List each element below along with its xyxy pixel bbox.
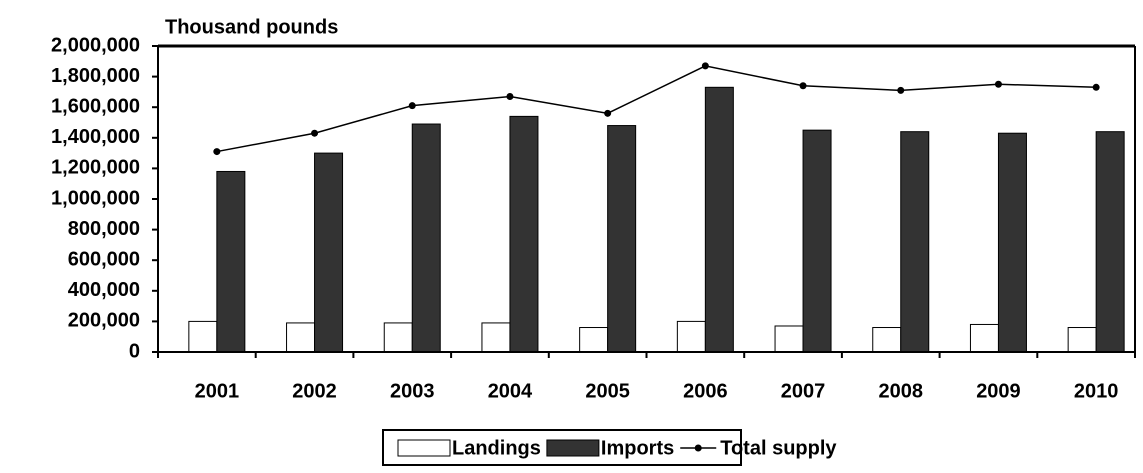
point xyxy=(1092,83,1100,91)
bar xyxy=(286,322,316,353)
bar xyxy=(1095,131,1125,353)
bar xyxy=(481,322,511,353)
x-tick-label: 2009 xyxy=(976,380,1021,402)
bar xyxy=(872,327,902,353)
y-tick-label: 2,000,000 xyxy=(51,34,140,56)
bar xyxy=(900,131,930,353)
bar xyxy=(411,123,441,353)
y-tick-label: 200,000 xyxy=(68,310,140,332)
bar xyxy=(997,132,1027,353)
x-tick-label: 2006 xyxy=(683,380,728,402)
point xyxy=(994,80,1002,88)
bar xyxy=(774,325,804,353)
bar xyxy=(607,125,637,353)
y-tick-label: 1,400,000 xyxy=(51,126,140,148)
x-tick-label: 2010 xyxy=(1074,380,1119,402)
y-tick-label: 600,000 xyxy=(68,248,140,270)
y-tick-label: 1,600,000 xyxy=(51,95,140,117)
point xyxy=(799,82,807,90)
x-tick-label: 2001 xyxy=(195,380,240,402)
point xyxy=(408,102,416,110)
line xyxy=(216,65,1097,153)
x-tick-label: 2002 xyxy=(292,380,337,402)
bar xyxy=(188,320,218,353)
bar xyxy=(383,322,413,353)
bar xyxy=(802,129,832,353)
legend-swatch xyxy=(546,439,600,457)
y-tick-label: 1,200,000 xyxy=(51,157,140,179)
bar xyxy=(509,115,539,353)
legend-label: Imports xyxy=(601,437,674,459)
point xyxy=(897,86,905,94)
legend-swatch xyxy=(397,439,451,457)
bar xyxy=(676,320,706,353)
y-tick-label: 1,800,000 xyxy=(51,65,140,87)
y-tick-label: 0 xyxy=(129,340,140,362)
point xyxy=(311,129,319,137)
point xyxy=(506,92,514,100)
point xyxy=(213,148,221,156)
y-tick-label: 800,000 xyxy=(68,218,140,240)
legend-dot xyxy=(694,444,702,452)
chart-title: Thousand pounds xyxy=(165,16,338,38)
bar xyxy=(704,86,734,353)
bar xyxy=(579,327,609,353)
point xyxy=(604,109,612,117)
x-tick-label: 2007 xyxy=(781,380,826,402)
bar xyxy=(969,323,999,353)
bar xyxy=(1067,327,1097,353)
y-tick-label: 400,000 xyxy=(68,279,140,301)
x-tick-label: 2005 xyxy=(585,380,630,402)
legend-label: Total supply xyxy=(720,437,837,459)
y-tick-label: 1,000,000 xyxy=(51,187,140,209)
bar xyxy=(216,170,246,353)
x-tick-label: 2003 xyxy=(390,380,435,402)
legend-label: Landings xyxy=(452,437,541,459)
point xyxy=(701,62,709,70)
x-tick-label: 2004 xyxy=(488,380,533,402)
x-tick-label: 2008 xyxy=(879,380,924,402)
bar xyxy=(314,152,344,353)
